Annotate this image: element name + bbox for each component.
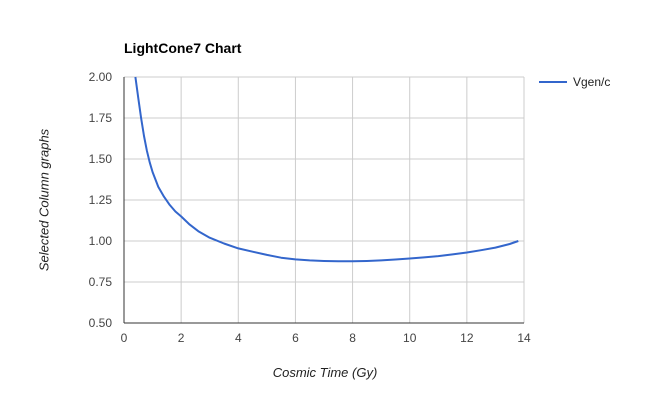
legend-label-vgen: Vgen/c — [573, 75, 611, 89]
x-tick-label: 10 — [403, 331, 417, 345]
y-tick-label: 0.50 — [89, 316, 113, 330]
x-tick-label: 4 — [235, 331, 242, 345]
x-tick-label: 14 — [517, 331, 531, 345]
y-tick-label: 0.75 — [89, 275, 113, 289]
x-axis-label: Cosmic Time (Gy) — [272, 365, 378, 380]
y-tick-label: 2.00 — [89, 70, 113, 84]
series-line-vgen — [134, 76, 519, 263]
x-tick-label: 0 — [121, 331, 128, 345]
x-tick-label: 6 — [292, 331, 299, 345]
legend: Vgen/c — [539, 75, 610, 89]
x-tick-label: 2 — [178, 331, 185, 345]
chart-title: LightCone7 Chart — [124, 40, 242, 56]
x-tick-label: 12 — [460, 331, 474, 345]
y-tick-label: 1.50 — [89, 152, 113, 166]
legend-swatch-vgen — [539, 81, 567, 83]
x-tick-label: 8 — [349, 331, 356, 345]
y-tick-label: 1.25 — [89, 193, 113, 207]
y-tick-label: 1.00 — [89, 234, 113, 248]
y-tick-label: 1.75 — [89, 111, 113, 125]
